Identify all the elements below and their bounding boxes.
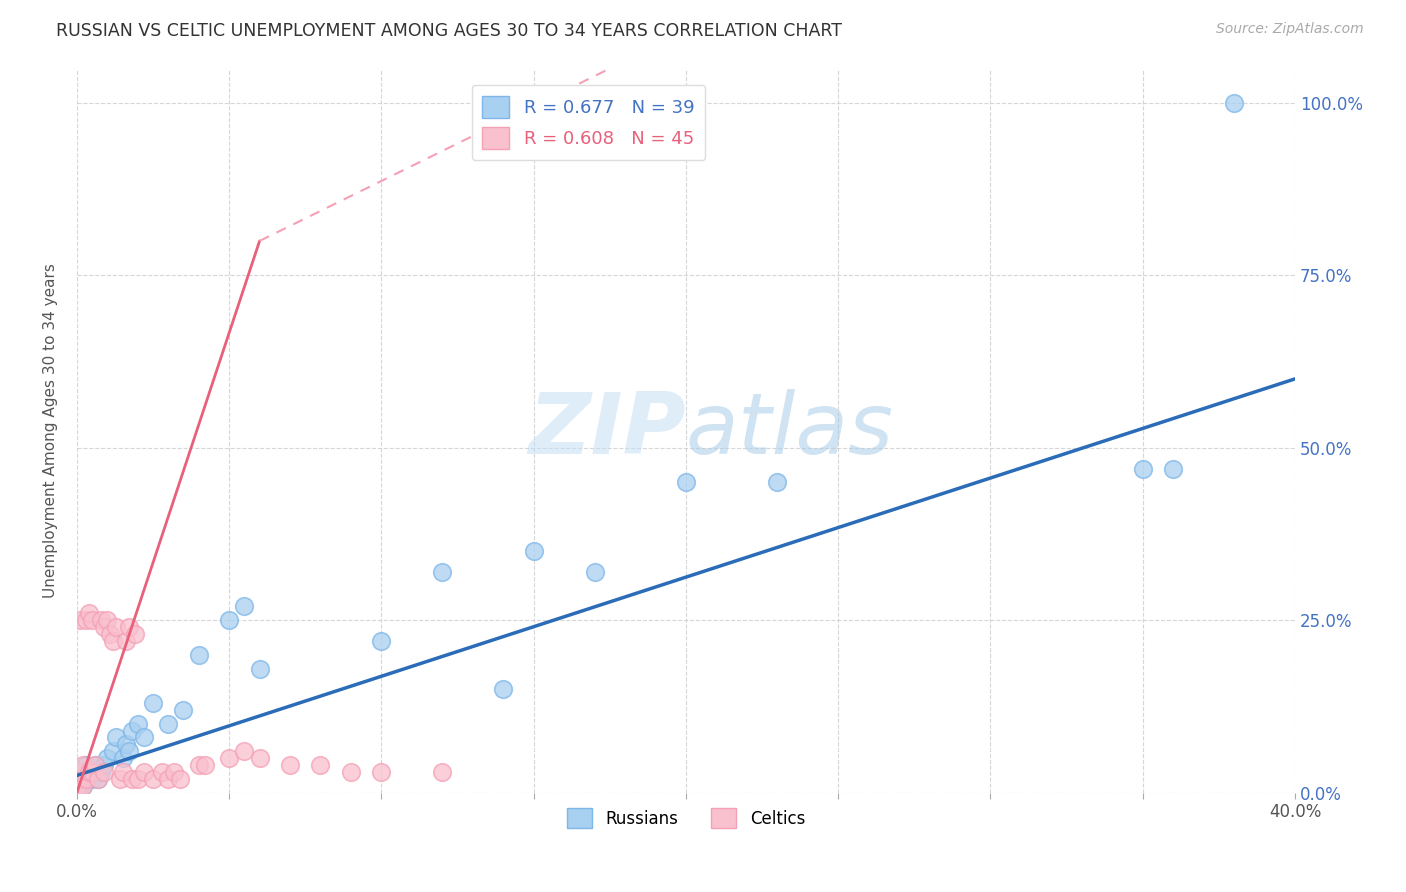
Point bbox=[105, 620, 128, 634]
Point bbox=[492, 682, 515, 697]
Point bbox=[432, 764, 454, 779]
Point bbox=[675, 475, 697, 490]
Point bbox=[157, 772, 180, 786]
Point bbox=[187, 648, 209, 662]
Point bbox=[127, 716, 149, 731]
Point bbox=[90, 764, 112, 779]
Point bbox=[187, 758, 209, 772]
Point bbox=[117, 620, 139, 634]
Point bbox=[69, 764, 91, 779]
Point bbox=[93, 764, 115, 779]
Point bbox=[142, 772, 165, 786]
Point bbox=[163, 764, 186, 779]
Point bbox=[84, 758, 107, 772]
Point bbox=[150, 764, 173, 779]
Point bbox=[766, 475, 789, 490]
Legend: Russians, Celtics: Russians, Celtics bbox=[560, 801, 811, 835]
Point bbox=[340, 764, 363, 779]
Point bbox=[98, 627, 121, 641]
Point bbox=[309, 758, 332, 772]
Point bbox=[77, 764, 100, 779]
Point bbox=[90, 613, 112, 627]
Point bbox=[523, 544, 546, 558]
Point bbox=[69, 613, 91, 627]
Point bbox=[66, 786, 89, 800]
Point bbox=[87, 772, 110, 786]
Point bbox=[87, 772, 110, 786]
Point bbox=[96, 751, 118, 765]
Text: ZIP: ZIP bbox=[529, 389, 686, 472]
Text: RUSSIAN VS CELTIC UNEMPLOYMENT AMONG AGES 30 TO 34 YEARS CORRELATION CHART: RUSSIAN VS CELTIC UNEMPLOYMENT AMONG AGE… bbox=[56, 22, 842, 40]
Point bbox=[1223, 95, 1246, 110]
Point bbox=[370, 634, 392, 648]
Point bbox=[72, 779, 94, 793]
Point bbox=[103, 744, 125, 758]
Point bbox=[111, 751, 134, 765]
Point bbox=[117, 744, 139, 758]
Point bbox=[132, 731, 155, 745]
Point bbox=[84, 758, 107, 772]
Point bbox=[432, 565, 454, 579]
Point bbox=[583, 565, 606, 579]
Point bbox=[75, 772, 97, 786]
Y-axis label: Unemployment Among Ages 30 to 34 years: Unemployment Among Ages 30 to 34 years bbox=[44, 263, 58, 598]
Point bbox=[96, 613, 118, 627]
Point bbox=[124, 627, 146, 641]
Point bbox=[72, 758, 94, 772]
Point bbox=[233, 744, 256, 758]
Point bbox=[72, 764, 94, 779]
Text: Source: ZipAtlas.com: Source: ZipAtlas.com bbox=[1216, 22, 1364, 37]
Point bbox=[82, 764, 104, 779]
Point bbox=[194, 758, 217, 772]
Point bbox=[77, 607, 100, 621]
Point bbox=[77, 772, 100, 786]
Point bbox=[75, 613, 97, 627]
Point bbox=[278, 758, 301, 772]
Point bbox=[93, 758, 115, 772]
Point bbox=[114, 738, 136, 752]
Point bbox=[121, 772, 143, 786]
Point bbox=[172, 703, 194, 717]
Point bbox=[82, 772, 104, 786]
Point bbox=[169, 772, 191, 786]
Point bbox=[82, 764, 104, 779]
Point bbox=[370, 764, 392, 779]
Point bbox=[249, 751, 271, 765]
Text: atlas: atlas bbox=[686, 389, 894, 472]
Point bbox=[75, 772, 97, 786]
Point bbox=[103, 634, 125, 648]
Point bbox=[249, 661, 271, 675]
Point bbox=[114, 634, 136, 648]
Point bbox=[218, 613, 240, 627]
Point bbox=[75, 758, 97, 772]
Point bbox=[105, 731, 128, 745]
Point bbox=[66, 779, 89, 793]
Point bbox=[121, 723, 143, 738]
Point bbox=[93, 620, 115, 634]
Point bbox=[1132, 461, 1154, 475]
Point bbox=[69, 772, 91, 786]
Point bbox=[82, 613, 104, 627]
Point bbox=[142, 696, 165, 710]
Point bbox=[111, 764, 134, 779]
Point bbox=[66, 786, 89, 800]
Point bbox=[218, 751, 240, 765]
Point bbox=[127, 772, 149, 786]
Point bbox=[157, 716, 180, 731]
Point bbox=[72, 779, 94, 793]
Point bbox=[69, 779, 91, 793]
Point bbox=[233, 599, 256, 614]
Point bbox=[132, 764, 155, 779]
Point bbox=[108, 772, 131, 786]
Point bbox=[1161, 461, 1184, 475]
